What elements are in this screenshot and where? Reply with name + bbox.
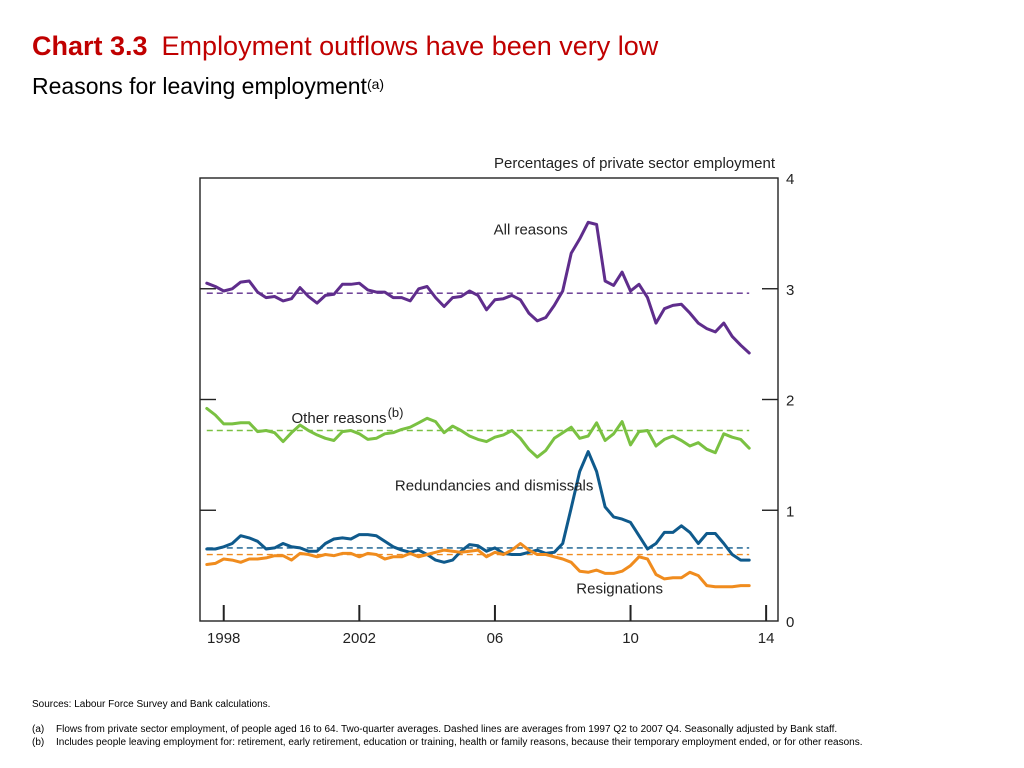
subtitle-superscript: (a) (366, 76, 385, 92)
x-tick-label: 14 (758, 630, 775, 647)
sources-note: Sources: Labour Force Survey and Bank ca… (32, 699, 271, 710)
unit-label: Percentages of private sector employment (494, 155, 776, 172)
footnote-a-mark: (a) (32, 724, 45, 735)
x-tick-label: 2002 (343, 630, 376, 647)
chart-number: Chart 3.3 (32, 31, 148, 61)
y-tick-label: 0 (786, 614, 794, 631)
footnote-b-mark: (b) (32, 737, 45, 748)
series-line-1 (205, 406, 751, 459)
x-tick-label: 1998 (207, 630, 240, 647)
y-tick-label: 3 (786, 282, 794, 299)
chart-subtitle-line: Reasons for leaving employment(a) (32, 72, 384, 100)
footnote-a: (a) Flows from private sector employment… (32, 724, 992, 736)
footnote-b-text: Includes people leaving employment for: … (56, 737, 863, 748)
series-label-3: Resignations (576, 580, 663, 597)
axes-layer: 0 1 2 3 4 1998 2002 06 10 14 (200, 171, 794, 647)
y-tick-label: 1 (786, 503, 794, 520)
footnote-b: (b) Includes people leaving employment f… (32, 737, 992, 749)
line-chart: Percentages of private sector employment… (199, 155, 794, 647)
series-line-0 (205, 220, 751, 355)
footnote-a-text: Flows from private sector employment, of… (56, 724, 838, 735)
series-label-superscript: (b) (388, 405, 404, 420)
chart-subtitle: Reasons for leaving employment (32, 73, 367, 99)
series-label-2: Redundancies and dismissals (395, 477, 593, 494)
y-tick-label: 2 (786, 393, 794, 410)
series-labels-layer: All reasons Other reasons (b) Redundancies … (292, 221, 663, 597)
series-line-2 (205, 450, 751, 564)
series-label-0: All reasons (494, 221, 568, 238)
chart-title-line: Chart 3.3 Employment outflows have been v… (32, 30, 658, 62)
x-tick-label: 06 (487, 630, 504, 647)
y-tick-label: 4 (786, 171, 794, 188)
series-label-1: Other reasons (292, 410, 387, 427)
x-tick-label: 10 (622, 630, 639, 647)
average-lines-layer (206, 292, 750, 556)
chart-title: Employment outflows have been very low (161, 31, 659, 61)
series-line-3 (205, 542, 751, 589)
series-layer (205, 220, 751, 589)
